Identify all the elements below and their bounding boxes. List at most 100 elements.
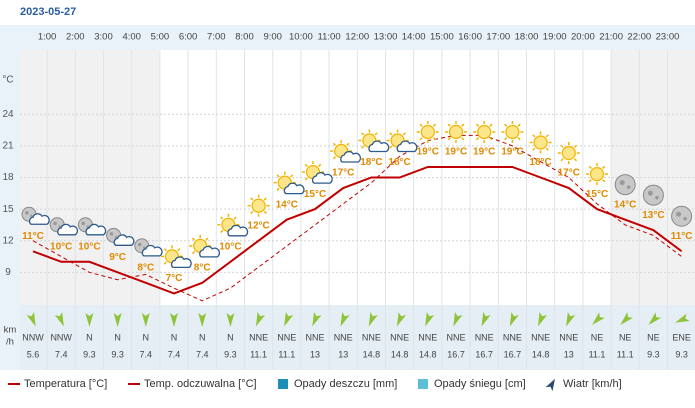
wind-arrow-shape <box>566 312 576 327</box>
temperature-line <box>32 134 682 302</box>
moon <box>614 174 636 196</box>
wind-direction: N <box>114 332 121 342</box>
wind-direction: NNE <box>418 332 437 342</box>
wind-arrow-shape <box>54 312 64 327</box>
hour-label: 21:00 <box>599 32 623 43</box>
sun-ray <box>263 197 267 201</box>
moon-spot <box>142 246 146 249</box>
temperature-label: 12°C <box>247 220 269 231</box>
wind-speed: 13 <box>564 349 574 359</box>
sun <box>477 124 492 140</box>
wind-arrow-shape <box>170 313 178 327</box>
moon-spot <box>81 221 86 226</box>
wind-arrow <box>368 312 378 327</box>
sun-ray <box>517 123 521 127</box>
wind-arrow-shape <box>396 312 406 327</box>
sun-ray <box>361 145 365 149</box>
sun-ray <box>250 210 254 215</box>
sun-ray <box>276 174 280 178</box>
hour-label: 9:00 <box>263 32 282 43</box>
sun <box>533 135 548 150</box>
sun-ray <box>177 248 181 252</box>
sun-ray <box>332 156 337 160</box>
wind-direction: NNE <box>503 332 522 342</box>
wind-direction: N <box>171 332 178 342</box>
wind-arrow <box>481 312 491 327</box>
cloud <box>396 140 418 153</box>
sun-ray <box>191 237 196 241</box>
sun-ray <box>389 132 393 136</box>
sun-ray <box>602 165 606 169</box>
cloud <box>170 256 192 269</box>
moon <box>642 184 664 206</box>
sun-ray <box>545 134 549 138</box>
wind-speed: 14.8 <box>419 349 437 359</box>
temperature-label: 10°C <box>50 241 72 252</box>
wind-speed: 9.3 <box>111 349 124 359</box>
sun-ray <box>332 142 337 146</box>
wind-direction: NNE <box>559 332 578 342</box>
cloud <box>368 140 390 153</box>
sun <box>448 124 464 140</box>
cloud <box>227 224 249 237</box>
hour-label: 5:00 <box>151 32 170 43</box>
wind-arrow <box>26 312 36 327</box>
temperature-label: 19°C <box>501 147 523 158</box>
sun-ray <box>163 248 167 252</box>
wind-speed: 14.8 <box>363 349 381 359</box>
wind-arrow <box>620 312 633 325</box>
wind-arrow-shape <box>620 312 633 325</box>
sun-ray <box>233 216 237 220</box>
wind-arrow-shape <box>312 312 322 327</box>
hour-label: 1:00 <box>38 32 57 43</box>
y-tick-label: 12 <box>2 235 14 246</box>
wind-arrow-shape <box>368 312 378 327</box>
sun-ray <box>588 165 592 169</box>
wind-direction: NE <box>591 332 604 342</box>
sun-ray <box>489 137 493 141</box>
sun-ray <box>432 137 437 141</box>
wind-direction: NNE <box>334 332 353 342</box>
cloud <box>283 182 305 195</box>
hour-label: 20:00 <box>571 32 595 43</box>
wind-direction: NNE <box>390 332 409 342</box>
wind-arrow-shape <box>141 313 150 327</box>
temperature-label: 7°C <box>166 273 183 284</box>
wind-arrow-shape <box>255 312 265 327</box>
wind-direction: NNE <box>362 332 381 342</box>
moon-spot <box>114 235 118 239</box>
wind-speed: 11.1 <box>589 349 606 359</box>
sun-ray <box>361 132 365 136</box>
sun-ray <box>475 137 480 141</box>
wind-speed: 11.1 <box>250 349 267 359</box>
wind-arrow <box>425 312 435 327</box>
hour-label: 4:00 <box>122 32 141 43</box>
wind-speed: 13 <box>310 349 320 359</box>
temperature-label: 18°C <box>388 157 410 168</box>
cloud <box>311 172 333 184</box>
moon-spot <box>58 225 61 228</box>
wind-arrow <box>675 313 690 323</box>
wind-arrow-shape <box>26 312 36 327</box>
legend-label: Opady deszczu [mm] <box>294 378 397 390</box>
sun-ray <box>304 177 308 181</box>
sun-ray <box>346 142 350 146</box>
hour-label: 22:00 <box>627 32 651 43</box>
wind-direction: N <box>86 332 93 342</box>
wind-direction: NNE <box>446 332 465 342</box>
sun <box>505 124 520 140</box>
moon <box>671 205 693 227</box>
hour-label: 11:00 <box>318 32 341 43</box>
wind-direction: N <box>227 332 234 342</box>
sun-ray <box>461 123 465 127</box>
moon-spot <box>655 195 659 200</box>
sun-ray <box>402 132 406 136</box>
wind-arrow <box>141 313 150 327</box>
sun-ray <box>560 144 564 148</box>
wind-speed: 7.4 <box>168 349 181 359</box>
legend-swatch <box>278 379 288 389</box>
wind-arrow <box>85 313 94 327</box>
wind-arrow <box>54 312 64 327</box>
legend-arrow <box>545 378 555 392</box>
sun <box>589 167 605 182</box>
